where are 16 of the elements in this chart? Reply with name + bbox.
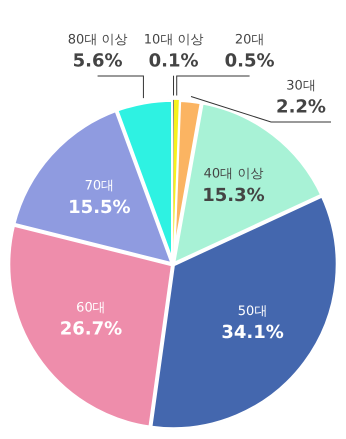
data-label: 2.2% <box>276 96 326 118</box>
slice-label: 50대 <box>238 304 268 319</box>
data-label: 5.6% <box>72 50 123 72</box>
slice-label: 10대 이상 <box>144 32 204 48</box>
data-label: 15.5% <box>68 197 131 218</box>
data-label: 0.5% <box>224 50 275 72</box>
data-label: 26.7% <box>60 318 122 340</box>
slice-label: 80대 이상 <box>68 32 128 48</box>
slice-label: 60대 <box>76 300 106 316</box>
data-label: 15.3% <box>202 184 265 206</box>
data-label: 0.1% <box>148 50 199 72</box>
slice-label: 30대 <box>286 78 316 94</box>
slice-label: 70대 <box>84 178 114 194</box>
slice-label: 40대 이상 <box>204 166 264 182</box>
slice-label: 20대 <box>234 32 264 48</box>
data-label: 34.1% <box>221 322 284 344</box>
